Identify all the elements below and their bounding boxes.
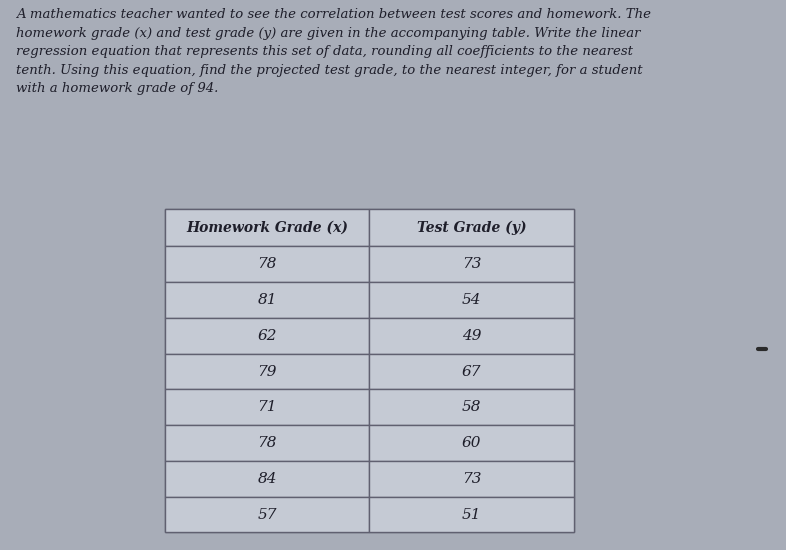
Text: 78: 78 (258, 257, 277, 271)
FancyBboxPatch shape (369, 354, 574, 389)
FancyBboxPatch shape (165, 461, 369, 497)
Text: 73: 73 (462, 257, 481, 271)
FancyBboxPatch shape (165, 246, 369, 282)
Text: 54: 54 (462, 293, 481, 307)
FancyBboxPatch shape (369, 318, 574, 354)
FancyBboxPatch shape (165, 209, 369, 246)
FancyBboxPatch shape (369, 497, 574, 532)
Text: 60: 60 (462, 436, 481, 450)
FancyBboxPatch shape (165, 497, 369, 532)
FancyBboxPatch shape (165, 318, 369, 354)
Text: 49: 49 (462, 329, 481, 343)
Text: 51: 51 (462, 508, 481, 521)
Text: 57: 57 (258, 508, 277, 521)
Text: 73: 73 (462, 472, 481, 486)
FancyBboxPatch shape (165, 209, 574, 532)
Text: A mathematics teacher wanted to see the correlation between test scores and home: A mathematics teacher wanted to see the … (16, 8, 651, 95)
FancyBboxPatch shape (369, 209, 574, 246)
Text: 84: 84 (258, 472, 277, 486)
Text: 81: 81 (258, 293, 277, 307)
FancyBboxPatch shape (369, 425, 574, 461)
Text: 62: 62 (258, 329, 277, 343)
Text: 79: 79 (258, 365, 277, 378)
FancyBboxPatch shape (165, 389, 369, 425)
FancyBboxPatch shape (165, 354, 369, 389)
Text: Test Grade (y): Test Grade (y) (417, 221, 527, 235)
FancyBboxPatch shape (165, 282, 369, 318)
Text: 78: 78 (258, 436, 277, 450)
Text: 67: 67 (462, 365, 481, 378)
FancyBboxPatch shape (369, 246, 574, 282)
Text: Homework Grade (x): Homework Grade (x) (186, 221, 348, 235)
Text: 58: 58 (462, 400, 481, 414)
FancyBboxPatch shape (369, 389, 574, 425)
FancyBboxPatch shape (165, 425, 369, 461)
FancyBboxPatch shape (369, 282, 574, 318)
Text: 71: 71 (258, 400, 277, 414)
FancyBboxPatch shape (369, 461, 574, 497)
